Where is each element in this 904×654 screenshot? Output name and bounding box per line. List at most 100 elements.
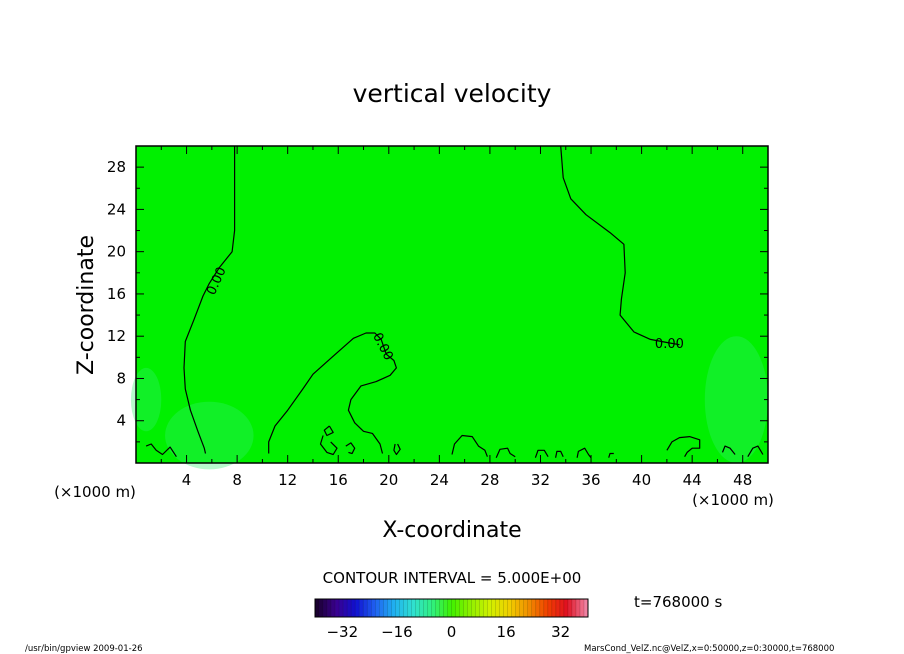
contour-line (560, 145, 680, 346)
colorbar-cell (547, 599, 553, 617)
colorbar-cell (475, 599, 480, 617)
colorbar-cell (463, 599, 468, 617)
colorbar-cell (523, 599, 529, 617)
colorbar-cell (579, 599, 585, 617)
colorbar-cell (331, 599, 336, 617)
colorbar-cell (539, 599, 545, 617)
contour-interval-text: CONTOUR INTERVAL = 5.000E+00 (323, 569, 582, 587)
colorbar-cell (387, 599, 392, 617)
colorbar-cell (319, 599, 324, 617)
contour-line (534, 449, 549, 458)
time-text: t=768000 s (634, 593, 722, 611)
field-highlight (704, 336, 769, 463)
colorbar-cell (403, 599, 408, 617)
colorbar-cell (559, 599, 565, 617)
colorbar-tick-label: 32 (551, 623, 570, 641)
colorbar-cell (451, 599, 456, 617)
colorbar-cell (423, 599, 428, 617)
contour-line (555, 450, 564, 458)
colorbar-cell (567, 599, 573, 617)
colorbar-cell (455, 599, 460, 617)
colorbar-cell (355, 599, 360, 617)
x-tick-label: 36 (581, 471, 600, 489)
colorbar-frame (314, 598, 589, 618)
contour-line (451, 434, 488, 457)
colorbar-cell (483, 599, 488, 617)
contour-lines (145, 145, 764, 459)
colorbar-cell (519, 599, 525, 617)
colorbar-cell (487, 599, 492, 617)
plot-frame (135, 145, 769, 464)
colorbar-cell (419, 599, 424, 617)
colorbar-cell (563, 599, 569, 617)
contour-line (666, 436, 701, 458)
colorbar-cell (507, 599, 513, 617)
colorbar-cell (327, 599, 332, 617)
x-tick-label: 20 (379, 471, 398, 489)
x-tick-label: 40 (632, 471, 651, 489)
y-tick-label: 24 (107, 200, 126, 218)
colorbar-cell (379, 599, 384, 617)
x-tick-label: 28 (480, 471, 499, 489)
colorbar-cell (535, 599, 541, 617)
colorbar-cell (323, 599, 328, 617)
colorbar-cell (531, 599, 537, 617)
x-tick-label: 8 (232, 471, 242, 489)
colorbar-cell (435, 599, 440, 617)
y-tick-label: 16 (107, 285, 126, 303)
contour-line (345, 442, 356, 455)
colorbar-cell (447, 599, 452, 617)
colorbar-cell (399, 599, 404, 617)
x-tick-label: 48 (733, 471, 752, 489)
colorbar-cell (315, 599, 320, 617)
contour-line (323, 425, 334, 437)
colorbar-cell (583, 599, 589, 617)
contour-line (268, 332, 397, 454)
y-tick-label: 20 (107, 243, 126, 261)
y-axis: 4 8 12 16 20 24 28 (107, 158, 768, 443)
contour-line (145, 443, 177, 458)
colorbar-cell (371, 599, 376, 617)
colorbar-cell (555, 599, 561, 617)
x-axis: 4 8 12 16 20 24 28 32 36 40 44 48 (160, 146, 752, 489)
contour-line (319, 435, 338, 456)
contour-line (183, 146, 236, 454)
x-tick-label: 44 (683, 471, 702, 489)
x-axis-label: X-coordinate (382, 518, 521, 543)
colorbar-tick-label: 16 (497, 623, 516, 641)
footer-left: /usr/bin/gpview 2009-01-26 (25, 644, 143, 654)
colorbar-cell (511, 599, 517, 617)
colorbar-cell (335, 599, 340, 617)
colorbar-cell (491, 599, 496, 617)
colorbar-cell (375, 599, 380, 617)
colorbar-tick-label: −32 (326, 623, 358, 641)
colorbar-cell (383, 599, 388, 617)
x-unit-left: (×1000 m) (54, 483, 136, 501)
plot-area: 0.000.00 0.00 (130, 145, 769, 470)
colorbar-cell (503, 599, 509, 617)
y-tick-label: 28 (107, 158, 126, 176)
colorbar-cell (471, 599, 476, 617)
colorbar-cell (363, 599, 368, 617)
colorbar-cell (459, 599, 464, 617)
colorbar-cell (343, 599, 348, 617)
heatmap-field (136, 146, 768, 463)
contour-line (393, 443, 401, 456)
colorbar-cell (391, 599, 396, 617)
colorbar-cell (395, 599, 400, 617)
colorbar-cell (439, 599, 444, 617)
colorbar-cell (359, 599, 364, 617)
x-tick-label: 4 (182, 471, 192, 489)
colorbar-cell (467, 599, 472, 617)
contour-line (721, 445, 736, 455)
x-tick-label: 12 (278, 471, 297, 489)
contour-line (495, 447, 516, 458)
colorbar-cell (443, 599, 448, 617)
y-tick-label: 12 (107, 327, 126, 345)
colorbar-cell (499, 599, 504, 617)
y-tick-label: 4 (116, 412, 126, 430)
y-axis-label: Z-coordinate (74, 235, 99, 375)
colorbar-cell (415, 599, 420, 617)
field-highlight (130, 367, 162, 432)
